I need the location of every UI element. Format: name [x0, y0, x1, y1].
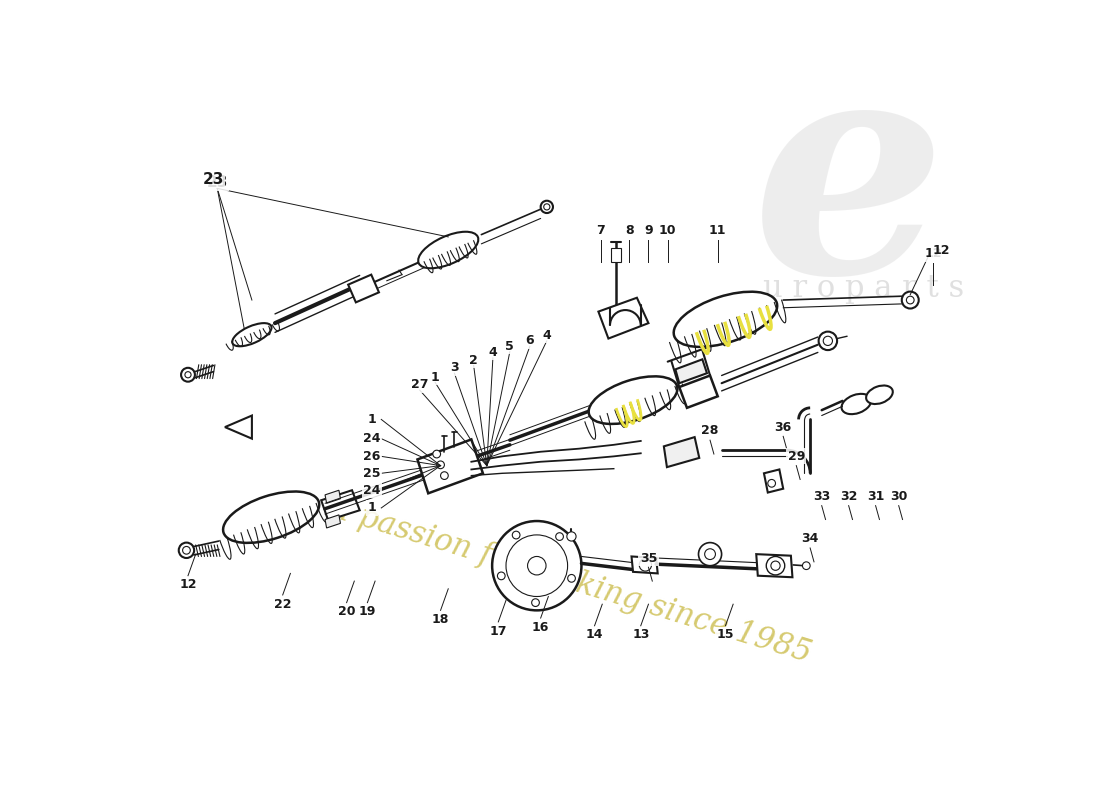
Circle shape [531, 598, 539, 606]
Text: 2: 2 [470, 354, 478, 366]
Circle shape [178, 542, 194, 558]
Polygon shape [348, 274, 378, 302]
Polygon shape [598, 298, 649, 338]
Circle shape [541, 201, 553, 213]
Text: 24: 24 [363, 432, 381, 445]
Circle shape [513, 531, 520, 539]
Polygon shape [763, 470, 783, 493]
Text: 17: 17 [490, 625, 507, 638]
Bar [612, 249, 620, 262]
Text: 35: 35 [640, 551, 657, 565]
Polygon shape [326, 490, 341, 503]
Circle shape [771, 561, 780, 570]
Text: 31: 31 [867, 490, 884, 503]
Text: 7: 7 [596, 224, 605, 238]
Text: 24: 24 [363, 484, 381, 497]
Text: 20: 20 [338, 606, 355, 618]
Text: 23: 23 [207, 174, 228, 190]
Text: 13: 13 [632, 629, 649, 642]
Text: 18: 18 [432, 613, 449, 626]
Circle shape [497, 572, 505, 580]
Text: 30: 30 [890, 490, 908, 503]
Text: 28: 28 [702, 425, 718, 438]
Text: 34: 34 [802, 532, 818, 546]
Polygon shape [321, 490, 360, 520]
Polygon shape [631, 557, 658, 574]
Text: 23: 23 [202, 172, 224, 186]
Polygon shape [675, 359, 707, 383]
Polygon shape [224, 415, 252, 438]
Text: 12: 12 [933, 243, 949, 257]
Text: e: e [751, 41, 946, 336]
Polygon shape [757, 554, 792, 578]
Circle shape [566, 532, 576, 541]
Polygon shape [664, 437, 700, 467]
Text: 12: 12 [925, 247, 942, 260]
Circle shape [639, 558, 651, 571]
Text: 1: 1 [367, 502, 376, 514]
Text: 10: 10 [659, 224, 676, 238]
Text: 12: 12 [179, 578, 197, 591]
Ellipse shape [232, 323, 272, 346]
Circle shape [902, 291, 918, 309]
Circle shape [568, 574, 575, 582]
Text: 8: 8 [625, 224, 634, 238]
Text: 29: 29 [788, 450, 805, 463]
Text: 27: 27 [411, 378, 429, 391]
Text: 25: 25 [363, 467, 381, 480]
Ellipse shape [418, 232, 478, 268]
Ellipse shape [588, 376, 678, 424]
Text: 19: 19 [359, 606, 376, 618]
Circle shape [185, 372, 191, 378]
Text: 9: 9 [645, 224, 652, 238]
Text: 1: 1 [367, 413, 376, 426]
Circle shape [823, 336, 833, 346]
Circle shape [803, 562, 810, 570]
Polygon shape [326, 515, 341, 528]
Text: 4: 4 [488, 346, 497, 359]
Circle shape [183, 546, 190, 554]
Polygon shape [680, 375, 717, 408]
Circle shape [437, 461, 444, 469]
Text: 11: 11 [710, 224, 726, 238]
Circle shape [556, 533, 563, 541]
Text: 14: 14 [586, 629, 603, 642]
Text: 4: 4 [542, 329, 551, 342]
Text: 1: 1 [431, 370, 440, 383]
Circle shape [698, 542, 722, 566]
Circle shape [182, 368, 195, 382]
Text: 5: 5 [506, 340, 514, 353]
Text: 15: 15 [717, 629, 734, 642]
Circle shape [768, 479, 776, 487]
Circle shape [492, 521, 582, 610]
Circle shape [543, 204, 550, 210]
Ellipse shape [842, 394, 871, 414]
Text: a passion for making since 1985: a passion for making since 1985 [328, 494, 815, 669]
Text: 32: 32 [840, 490, 857, 503]
Circle shape [506, 535, 568, 597]
Text: 6: 6 [526, 334, 535, 347]
Text: u r o p a r t s: u r o p a r t s [763, 273, 965, 304]
Text: 26: 26 [363, 450, 381, 463]
Text: 33: 33 [813, 490, 830, 503]
Circle shape [818, 332, 837, 350]
Text: 22: 22 [274, 598, 292, 610]
Circle shape [705, 549, 715, 559]
Text: 16: 16 [532, 621, 549, 634]
Polygon shape [418, 439, 483, 494]
Text: 36: 36 [774, 421, 792, 434]
Ellipse shape [673, 292, 778, 347]
Circle shape [432, 450, 440, 458]
Circle shape [767, 557, 784, 575]
Text: 3: 3 [450, 362, 459, 374]
Circle shape [440, 472, 449, 479]
Circle shape [528, 557, 546, 575]
Ellipse shape [866, 386, 893, 404]
Circle shape [906, 296, 914, 304]
Ellipse shape [223, 491, 319, 543]
